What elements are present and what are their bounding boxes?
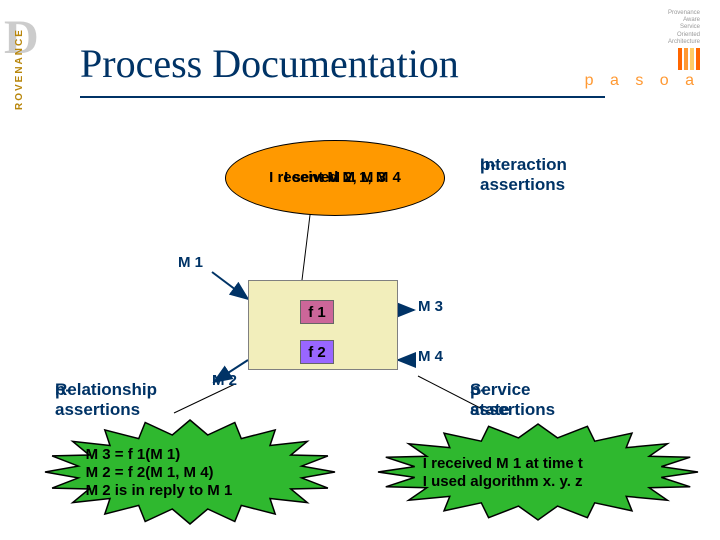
starburst-left-line3: M 2 is in reply to M 1 <box>86 482 233 499</box>
label-m4: M 4 <box>418 348 443 365</box>
arrow-m1 <box>212 272 248 299</box>
heading-line: p-assertions <box>55 380 140 421</box>
diagram-canvas: M 3 = f 1(M 1) M 2 = f 2(M 1, M 4) M 2 i… <box>0 0 720 540</box>
starburst-left: M 3 = f 1(M 1) M 2 = f 2(M 1, M 4) M 2 i… <box>45 420 335 524</box>
bubble-tail <box>302 215 310 280</box>
interaction-bubble: I received M 1, M 4 I sent M 2, M 3 <box>225 140 445 216</box>
label-m1: M 1 <box>178 254 203 271</box>
starburst-right-line2: I used algorithm x. y. z <box>423 473 583 490</box>
heading-line: p-assertions <box>480 155 565 196</box>
starburst-left-line2: M 2 = f 2(M 1, M 4) <box>86 464 214 481</box>
starburst-right: I received M 1 at time t I used algorith… <box>378 424 698 520</box>
fn-f2: f 2 <box>300 340 334 364</box>
label-m3: M 3 <box>418 298 443 315</box>
starburst-left-line1: M 3 = f 1(M 1) <box>86 446 181 463</box>
label-m2: M 2 <box>212 372 237 389</box>
starburst-right-shape <box>378 424 698 520</box>
diagram-svg: M 3 = f 1(M 1) M 2 = f 2(M 1, M 4) M 2 i… <box>0 0 720 540</box>
heading-line: p-assertions <box>470 380 555 421</box>
fn-f1: f 1 <box>300 300 334 324</box>
starburst-right-line1: I received M 1 at time t <box>423 455 583 472</box>
bubble-line2: I sent M 2, M 3 <box>284 169 386 188</box>
